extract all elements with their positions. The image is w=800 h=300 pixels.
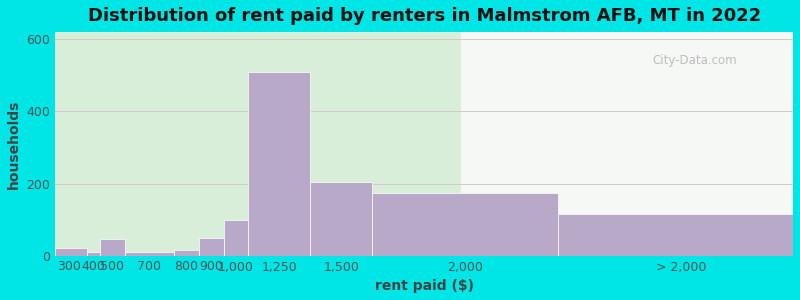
- Bar: [100, 239, 125, 256]
- Bar: [558, 214, 793, 256]
- X-axis label: rent paid ($): rent paid ($): [374, 279, 474, 293]
- Text: City-Data.com: City-Data.com: [653, 54, 738, 68]
- Bar: [248, 72, 310, 256]
- Bar: [199, 238, 223, 256]
- Y-axis label: households: households: [7, 99, 21, 188]
- Bar: [461, 32, 793, 256]
- Bar: [87, 252, 100, 256]
- Title: Distribution of rent paid by renters in Malmstrom AFB, MT in 2022: Distribution of rent paid by renters in …: [87, 7, 761, 25]
- Bar: [372, 193, 558, 256]
- Bar: [55, 32, 461, 256]
- Bar: [55, 248, 87, 256]
- Bar: [125, 252, 174, 256]
- Bar: [310, 182, 372, 256]
- Bar: [223, 220, 248, 256]
- Bar: [174, 250, 199, 256]
